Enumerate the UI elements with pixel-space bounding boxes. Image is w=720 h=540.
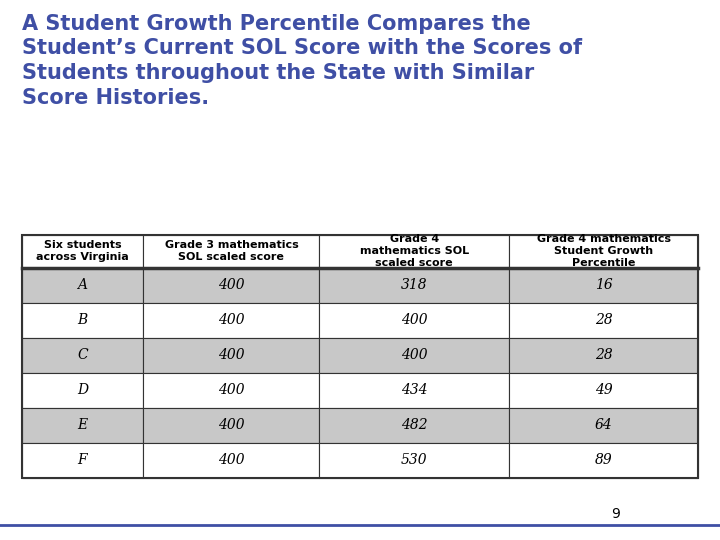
Text: 49: 49 [595, 383, 613, 397]
Text: C: C [77, 348, 88, 362]
Text: 400: 400 [401, 313, 428, 327]
Bar [320, 268, 509, 303]
Text: D: D [77, 383, 88, 397]
Bar [509, 443, 698, 478]
Bar [143, 443, 320, 478]
Text: 9: 9 [611, 507, 620, 521]
Bar [509, 303, 698, 338]
Text: B: B [77, 313, 88, 327]
Text: Grade 3 mathematics
SOL scaled score: Grade 3 mathematics SOL scaled score [165, 240, 298, 262]
Bar [22, 235, 143, 268]
Bar [143, 235, 320, 268]
Text: 530: 530 [401, 454, 428, 468]
Bar [320, 373, 509, 408]
Bar [143, 268, 320, 303]
Bar [22, 268, 143, 303]
Bar [509, 408, 698, 443]
Text: 64: 64 [595, 418, 613, 433]
Text: Grade 4 mathematics
Student Growth
Percentile: Grade 4 mathematics Student Growth Perce… [536, 234, 670, 268]
Text: 400: 400 [218, 348, 245, 362]
Bar [143, 373, 320, 408]
Text: F: F [78, 454, 87, 468]
Bar [320, 408, 509, 443]
Bar [320, 338, 509, 373]
Text: 400: 400 [218, 454, 245, 468]
Bar [509, 235, 698, 268]
Text: 400: 400 [218, 313, 245, 327]
Bar [509, 268, 698, 303]
Text: Six students
across Virginia: Six students across Virginia [36, 240, 129, 262]
Text: 400: 400 [218, 278, 245, 292]
Bar [509, 373, 698, 408]
Text: 482: 482 [401, 418, 428, 433]
Text: A Student Growth Percentile Compares the
Student’s Current SOL Score with the Sc: A Student Growth Percentile Compares the… [22, 14, 582, 108]
Text: 434: 434 [401, 383, 428, 397]
Bar [143, 338, 320, 373]
Bar [22, 303, 143, 338]
Text: 16: 16 [595, 278, 613, 292]
Bar [143, 303, 320, 338]
Text: A: A [78, 278, 88, 292]
Text: 400: 400 [218, 383, 245, 397]
Bar [320, 235, 509, 268]
Text: Grade 4
mathematics SOL
scaled score: Grade 4 mathematics SOL scaled score [359, 234, 469, 268]
Bar [22, 408, 143, 443]
Bar [22, 373, 143, 408]
Bar [143, 408, 320, 443]
Bar [22, 443, 143, 478]
Text: 400: 400 [401, 348, 428, 362]
Text: 28: 28 [595, 348, 613, 362]
Bar [22, 235, 698, 478]
Bar [509, 338, 698, 373]
Text: 400: 400 [218, 418, 245, 433]
Text: E: E [78, 418, 88, 433]
Bar [320, 443, 509, 478]
Text: 318: 318 [401, 278, 428, 292]
Bar [320, 303, 509, 338]
Bar [22, 338, 143, 373]
Text: 89: 89 [595, 454, 613, 468]
Text: 28: 28 [595, 313, 613, 327]
